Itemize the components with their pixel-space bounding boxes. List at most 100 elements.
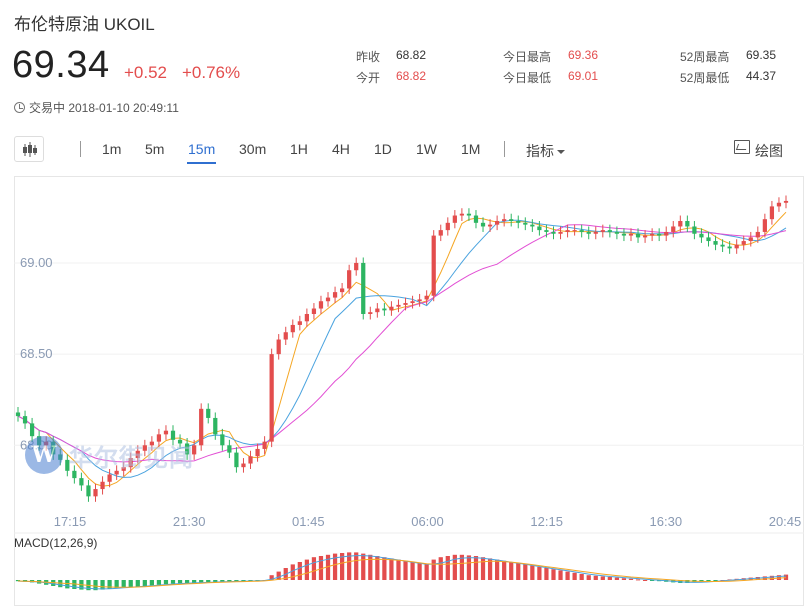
- x-tick-label: 12:15: [530, 514, 563, 529]
- macd-bar: [480, 557, 486, 580]
- candle-body: [431, 235, 436, 296]
- macd-bar: [220, 580, 225, 582]
- interval-1w[interactable]: 1W: [416, 141, 437, 157]
- macd-bar: [523, 564, 528, 580]
- candle-body: [332, 292, 338, 298]
- candle-body: [727, 246, 732, 249]
- interval-1mo[interactable]: 1M: [461, 141, 481, 157]
- macd-bar: [107, 580, 112, 589]
- macd-bar: [128, 580, 133, 588]
- candle-body: [227, 445, 232, 453]
- candle-body: [769, 206, 775, 220]
- candle-body: [199, 408, 204, 446]
- macd-bar: [551, 569, 556, 580]
- macd-bar: [424, 564, 429, 580]
- candle-body: [466, 213, 472, 216]
- candle-body: [417, 299, 422, 302]
- indicator-label: 指标: [526, 143, 554, 159]
- macd-bar: [459, 554, 465, 580]
- candle-body: [325, 297, 331, 302]
- candle-body: [121, 467, 126, 471]
- candle-body: [783, 200, 789, 203]
- candle-body: [72, 470, 77, 479]
- macd-bar: [410, 562, 415, 580]
- draw-icon[interactable]: [734, 140, 750, 154]
- candle-body: [706, 237, 711, 242]
- macd-bar: [361, 553, 366, 580]
- candle-body: [156, 434, 162, 442]
- candle-body: [473, 215, 479, 223]
- candle-body: [248, 456, 253, 464]
- candle-body: [276, 339, 281, 355]
- candle-body: [755, 231, 760, 238]
- macd-bar: [452, 554, 457, 580]
- macd-bar: [706, 580, 711, 582]
- x-tick-label: 17:15: [54, 514, 87, 529]
- interval-1h[interactable]: 1H: [290, 141, 308, 157]
- interval-30m[interactable]: 30m: [239, 141, 267, 157]
- macd-bar: [762, 576, 767, 580]
- draw-button[interactable]: 绘图: [755, 143, 783, 159]
- macd-bar: [135, 580, 140, 587]
- candle-body: [495, 221, 500, 225]
- macd-bar: [382, 557, 387, 580]
- candle-body: [776, 202, 782, 207]
- watermark-logo: W: [25, 436, 63, 474]
- macd-bar: [227, 580, 232, 582]
- trading-status-text: 交易中 2018-01-10 20:49:11: [29, 101, 179, 115]
- macd-bar: [276, 571, 281, 580]
- macd-bar: [177, 580, 183, 584]
- interval-4h[interactable]: 4H: [332, 141, 350, 157]
- candle-body: [699, 233, 704, 238]
- macd-bar: [58, 580, 63, 588]
- macd-bar: [156, 580, 162, 585]
- indicator-dropdown[interactable]: 指标: [526, 141, 565, 161]
- chart-type-button[interactable]: [14, 136, 44, 162]
- candle-body: [86, 485, 91, 497]
- clock-icon: [14, 102, 25, 113]
- macd-bar: [509, 562, 514, 580]
- stat-52w-low: 52周最低 44.37: [680, 69, 777, 85]
- candle-body: [149, 441, 154, 446]
- interval-15m[interactable]: 15m: [186, 141, 217, 164]
- macd-bar: [445, 556, 450, 580]
- macd-bar: [72, 580, 77, 589]
- macd-bar: [100, 580, 105, 590]
- macd-bar: [558, 570, 563, 580]
- macd-bar: [15, 580, 21, 582]
- macd-bar: [572, 572, 577, 580]
- candle-body: [262, 441, 267, 449]
- x-tick-label: 06:00: [411, 514, 444, 529]
- interval-1d[interactable]: 1D: [374, 141, 392, 157]
- candle-body: [544, 230, 549, 232]
- interval-1m[interactable]: 1m: [102, 141, 122, 157]
- candle-body: [657, 233, 662, 236]
- y-tick-label: 68.50: [20, 346, 53, 361]
- interval-5m[interactable]: 5m: [145, 141, 165, 157]
- macd-bar: [213, 580, 218, 582]
- macd-bar: [311, 557, 317, 580]
- macd-bar: [192, 580, 197, 583]
- candle-body: [748, 237, 753, 242]
- x-tick-label: 21:30: [173, 514, 206, 529]
- macd-bar: [438, 557, 443, 580]
- macd-bar: [325, 554, 331, 580]
- candle-body: [220, 434, 225, 446]
- macd-bar: [241, 580, 246, 581]
- candle-body: [283, 332, 288, 340]
- candle-body: [93, 489, 98, 497]
- macd-bar: [713, 580, 718, 581]
- candle-body: [290, 324, 295, 333]
- candle-body: [480, 222, 486, 227]
- stat-day-high: 今日最高 69.36: [503, 48, 599, 64]
- candle-body: [509, 219, 514, 221]
- candle-body: [678, 221, 683, 227]
- macd-bar: [516, 563, 521, 580]
- instrument-title: 布伦特原油 UKOIL: [14, 15, 155, 34]
- candle-body: [234, 452, 239, 468]
- price-change-percent: +0.76%: [182, 63, 241, 82]
- candle-body: [452, 215, 457, 223]
- macd-bar: [607, 577, 612, 580]
- macd-bar: [579, 574, 584, 580]
